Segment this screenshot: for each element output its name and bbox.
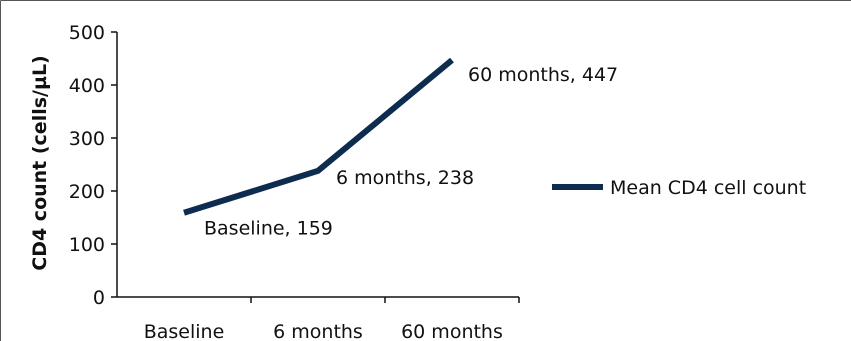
y-axis-title: CD4 count (cells/µL) <box>29 55 51 271</box>
x-category-label: 6 months <box>273 321 363 341</box>
series-line <box>183 57 454 216</box>
data-labels: Baseline, 159 6 months, 238 60 months, 447 <box>204 64 618 240</box>
data-label: 6 months, 238 <box>336 167 474 189</box>
x-category-label: Baseline <box>144 321 225 341</box>
data-label: Baseline, 159 <box>204 218 333 240</box>
x-ticks: Baseline 6 months 60 months <box>144 297 520 341</box>
data-label: 60 months, 447 <box>468 64 618 86</box>
y-tick-label: 0 <box>93 287 105 309</box>
y-tick-label: 100 <box>69 234 105 256</box>
legend-label: Mean CD4 cell count <box>610 177 806 199</box>
y-ticks: 0 100 200 300 400 500 <box>69 22 117 309</box>
y-tick-label: 300 <box>69 128 105 150</box>
legend: Mean CD4 cell count <box>552 177 806 199</box>
y-tick-label: 500 <box>69 22 105 44</box>
y-tick-label: 200 <box>69 181 105 203</box>
x-category-label: 60 months <box>401 321 503 341</box>
series-layer <box>183 57 454 216</box>
y-tick-label: 400 <box>69 75 105 97</box>
